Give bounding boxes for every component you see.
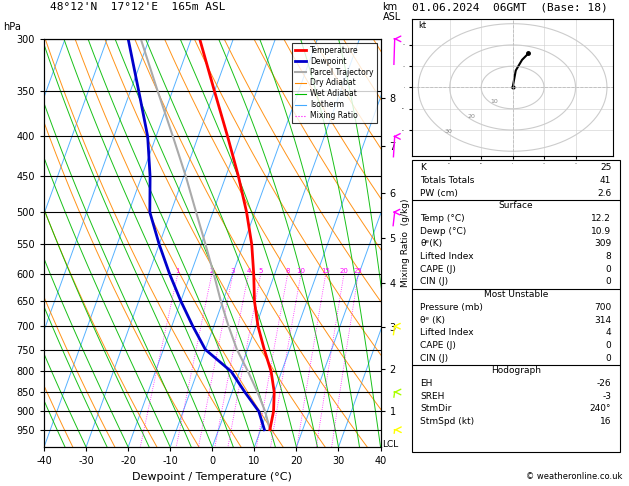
Text: 0: 0 [606, 353, 611, 363]
Text: CIN (J): CIN (J) [420, 278, 448, 286]
Text: 8: 8 [286, 268, 290, 274]
Text: PW (cm): PW (cm) [420, 189, 458, 198]
Text: 240°: 240° [590, 404, 611, 413]
Text: 15: 15 [321, 268, 330, 274]
Text: km: km [382, 2, 398, 12]
Text: 12.2: 12.2 [591, 214, 611, 223]
Text: 4: 4 [606, 328, 611, 337]
Text: 314: 314 [594, 315, 611, 325]
Text: θᵉ (K): θᵉ (K) [420, 315, 445, 325]
Text: © weatheronline.co.uk: © weatheronline.co.uk [526, 472, 623, 481]
Text: 25: 25 [354, 268, 363, 274]
Text: 48°12'N  17°12'E  165m ASL: 48°12'N 17°12'E 165m ASL [50, 2, 226, 12]
Text: SREH: SREH [420, 392, 445, 400]
Legend: Temperature, Dewpoint, Parcel Trajectory, Dry Adiabat, Wet Adiabat, Isotherm, Mi: Temperature, Dewpoint, Parcel Trajectory… [292, 43, 377, 123]
Text: CIN (J): CIN (J) [420, 353, 448, 363]
Text: 16: 16 [600, 417, 611, 426]
Text: 2: 2 [209, 268, 214, 274]
Text: CAPE (J): CAPE (J) [420, 265, 456, 274]
Text: kt: kt [418, 21, 426, 30]
Text: Hodograph: Hodograph [491, 366, 541, 375]
Text: 5: 5 [259, 268, 263, 274]
Text: 0: 0 [606, 278, 611, 286]
Text: Lifted Index: Lifted Index [420, 328, 474, 337]
Text: StmDir: StmDir [420, 404, 452, 413]
Text: 20: 20 [340, 268, 348, 274]
Text: hPa: hPa [3, 22, 21, 32]
X-axis label: Dewpoint / Temperature (°C): Dewpoint / Temperature (°C) [132, 472, 292, 482]
Text: 25: 25 [600, 163, 611, 173]
Text: 0: 0 [606, 341, 611, 350]
Text: Temp (°C): Temp (°C) [420, 214, 465, 223]
Text: 2.6: 2.6 [597, 189, 611, 198]
Text: 01.06.2024  06GMT  (Base: 18): 01.06.2024 06GMT (Base: 18) [412, 2, 608, 12]
Text: EH: EH [420, 379, 433, 388]
Text: LCL: LCL [382, 440, 399, 449]
Text: 10: 10 [296, 268, 306, 274]
Text: 10.9: 10.9 [591, 226, 611, 236]
Text: 3: 3 [231, 268, 235, 274]
Text: -3: -3 [602, 392, 611, 400]
Text: Surface: Surface [498, 201, 533, 210]
Text: Totals Totals: Totals Totals [420, 176, 475, 185]
Text: StmSpd (kt): StmSpd (kt) [420, 417, 474, 426]
Text: -26: -26 [597, 379, 611, 388]
Text: Dewp (°C): Dewp (°C) [420, 226, 467, 236]
Text: 41: 41 [600, 176, 611, 185]
Text: 30: 30 [445, 129, 453, 135]
Text: 20: 20 [467, 114, 476, 119]
Text: K: K [420, 163, 426, 173]
Text: 4: 4 [246, 268, 250, 274]
Text: Most Unstable: Most Unstable [484, 290, 548, 299]
Text: Lifted Index: Lifted Index [420, 252, 474, 261]
Text: 0: 0 [606, 265, 611, 274]
Text: 1: 1 [175, 268, 180, 274]
Text: CAPE (J): CAPE (J) [420, 341, 456, 350]
Text: ASL: ASL [382, 12, 401, 22]
Text: 309: 309 [594, 240, 611, 248]
Text: 8: 8 [606, 252, 611, 261]
Text: 700: 700 [594, 303, 611, 312]
Text: Pressure (mb): Pressure (mb) [420, 303, 483, 312]
Text: θᵉ(K): θᵉ(K) [420, 240, 442, 248]
Text: 10: 10 [490, 99, 498, 104]
Text: Mixing Ratio  (g/kg): Mixing Ratio (g/kg) [401, 199, 410, 287]
